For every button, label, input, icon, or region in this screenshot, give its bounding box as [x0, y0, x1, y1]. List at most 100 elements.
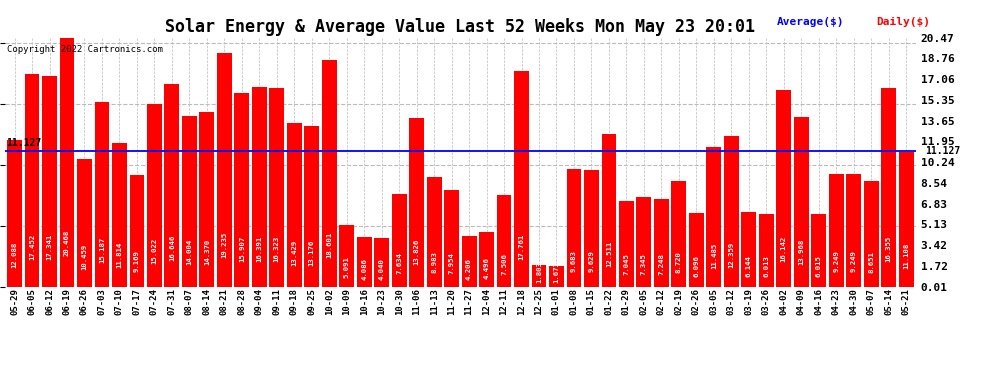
Bar: [287, 123, 302, 287]
Bar: [829, 174, 843, 287]
Bar: [881, 88, 896, 287]
Text: 11.108: 11.108: [903, 243, 909, 269]
Text: 19.235: 19.235: [222, 231, 228, 258]
Bar: [374, 238, 389, 287]
Text: 8.651: 8.651: [868, 251, 874, 273]
Bar: [549, 267, 564, 287]
Bar: [25, 74, 40, 287]
Text: 8.720: 8.720: [676, 251, 682, 273]
Bar: [7, 140, 22, 287]
Bar: [532, 265, 546, 287]
Bar: [794, 117, 809, 287]
Text: 6.015: 6.015: [816, 255, 822, 277]
Text: 9.249: 9.249: [850, 250, 856, 272]
Text: Average($): Average($): [777, 17, 844, 27]
Text: Copyright 2022 Cartronics.com: Copyright 2022 Cartronics.com: [7, 45, 162, 54]
Text: 9.629: 9.629: [588, 250, 594, 272]
Text: 17.761: 17.761: [519, 234, 525, 260]
Text: 11.127: 11.127: [6, 138, 41, 148]
Bar: [689, 213, 704, 287]
Bar: [112, 143, 127, 287]
Bar: [602, 135, 617, 287]
Bar: [654, 199, 669, 287]
Text: 4.086: 4.086: [361, 258, 367, 280]
Text: 7.506: 7.506: [501, 253, 507, 274]
Bar: [899, 152, 914, 287]
Text: 9.249: 9.249: [834, 250, 840, 272]
Bar: [566, 169, 581, 287]
Bar: [164, 84, 179, 287]
Bar: [671, 181, 686, 287]
Text: 1.803: 1.803: [536, 261, 542, 283]
Text: 1.673: 1.673: [553, 261, 559, 283]
Text: 14.004: 14.004: [186, 239, 192, 265]
Text: 16.646: 16.646: [169, 235, 175, 261]
Bar: [356, 237, 371, 287]
Text: 17.452: 17.452: [29, 234, 35, 260]
Text: 16.323: 16.323: [274, 236, 280, 262]
Bar: [130, 175, 145, 287]
Bar: [94, 102, 110, 287]
Text: 16.391: 16.391: [256, 236, 262, 262]
Text: 5.091: 5.091: [344, 256, 349, 278]
Bar: [584, 170, 599, 287]
Bar: [251, 87, 266, 287]
Bar: [340, 225, 354, 287]
Bar: [461, 236, 476, 287]
Text: 11.127: 11.127: [925, 146, 960, 156]
Bar: [514, 70, 529, 287]
Bar: [776, 90, 791, 287]
Text: 13.429: 13.429: [291, 240, 297, 266]
Text: 10.459: 10.459: [81, 244, 87, 270]
Text: 6.144: 6.144: [745, 255, 751, 277]
Text: 14.370: 14.370: [204, 238, 210, 265]
Title: Solar Energy & Average Value Last 52 Weeks Mon May 23 20:01: Solar Energy & Average Value Last 52 Wee…: [165, 18, 755, 36]
Text: 7.045: 7.045: [624, 254, 630, 275]
Text: 16.142: 16.142: [781, 236, 787, 262]
Bar: [217, 53, 232, 287]
Text: 15.907: 15.907: [239, 236, 245, 262]
Text: 4.496: 4.496: [483, 257, 490, 279]
Bar: [497, 195, 512, 287]
Bar: [637, 197, 651, 287]
Text: 4.040: 4.040: [379, 258, 385, 280]
Bar: [322, 60, 337, 287]
Text: 9.169: 9.169: [134, 251, 140, 272]
Text: 13.176: 13.176: [309, 240, 315, 266]
Bar: [304, 126, 319, 287]
Bar: [199, 112, 214, 287]
Bar: [619, 201, 634, 287]
Bar: [445, 190, 459, 287]
Text: 11.485: 11.485: [711, 243, 717, 269]
Text: 7.345: 7.345: [641, 253, 646, 275]
Text: 6.096: 6.096: [693, 255, 699, 277]
Bar: [707, 147, 722, 287]
Text: 12.088: 12.088: [12, 242, 18, 268]
Bar: [863, 182, 878, 287]
Bar: [846, 174, 861, 287]
Text: 4.206: 4.206: [466, 258, 472, 279]
Text: 15.022: 15.022: [151, 237, 157, 264]
Text: 6.013: 6.013: [763, 255, 769, 277]
Bar: [724, 136, 739, 287]
Bar: [392, 194, 407, 287]
Text: 7.634: 7.634: [396, 253, 402, 274]
Bar: [59, 38, 74, 287]
Bar: [759, 214, 774, 287]
Text: 12.511: 12.511: [606, 241, 612, 267]
Bar: [77, 159, 92, 287]
Text: 20.468: 20.468: [64, 230, 70, 256]
Text: 11.814: 11.814: [117, 242, 123, 268]
Text: 12.359: 12.359: [729, 242, 735, 268]
Text: 13.826: 13.826: [414, 239, 420, 266]
Bar: [147, 104, 161, 287]
Text: 7.248: 7.248: [658, 253, 664, 275]
Bar: [811, 214, 827, 287]
Text: 15.187: 15.187: [99, 237, 105, 264]
Text: 17.341: 17.341: [47, 234, 52, 260]
Text: 9.683: 9.683: [571, 250, 577, 272]
Bar: [269, 88, 284, 287]
Text: 7.954: 7.954: [448, 252, 454, 274]
Text: Daily($): Daily($): [876, 17, 931, 27]
Bar: [427, 177, 442, 287]
